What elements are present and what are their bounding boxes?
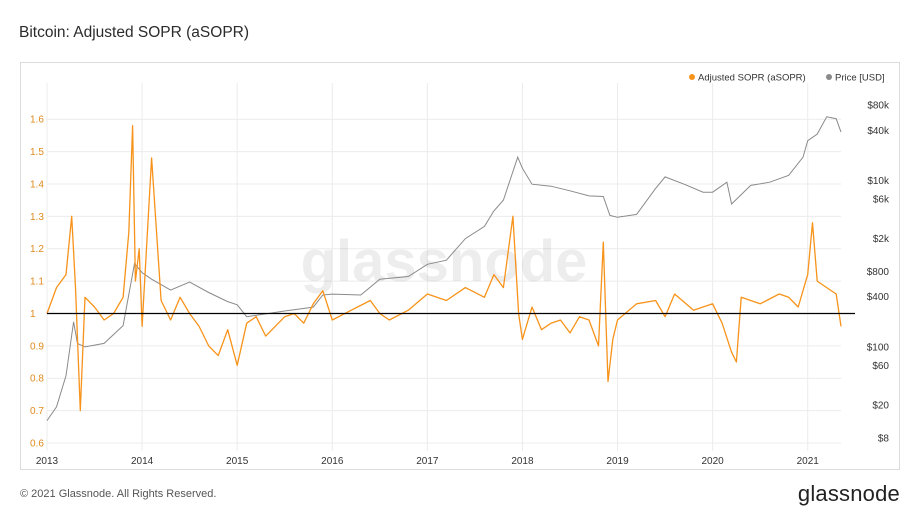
y-tick-label-right: $400 (867, 292, 890, 303)
legend-label-asopr: Adjusted SOPR (aSOPR) (698, 73, 806, 84)
y-tick-label-right: $100 (867, 342, 890, 353)
y-tick-label-right: $20 (872, 401, 889, 412)
legend-dot-price (826, 74, 832, 80)
y-tick-label-right: $60 (872, 361, 889, 372)
x-tick-label: 2016 (321, 456, 344, 467)
asopr-chart[interactable]: glassnode 0.6 0.7 0.8 0.9 1 1.1 1.2 1.3 1.4 1.5 1.6… (21, 63, 899, 469)
y-tick-label-left: 0.8 (30, 374, 44, 385)
y-tick-label-left: 0.9 (30, 341, 44, 352)
legend-dot-asopr (689, 74, 695, 80)
x-tick-label: 2019 (606, 456, 629, 467)
watermark-text: glassnode (301, 229, 588, 294)
y-tick-label-right: $800 (867, 267, 890, 278)
y-tick-label-left: 0.6 (30, 439, 44, 450)
x-tick-label: 2018 (511, 456, 534, 467)
x-tick-label: 2017 (416, 456, 439, 467)
price-line (46, 116, 842, 421)
y-tick-label-left: 1.2 (30, 244, 44, 255)
y-tick-label-right: $2k (873, 234, 890, 245)
y-tick-label-left: 1.4 (30, 179, 44, 190)
y-tick-label-left: 0.7 (30, 406, 44, 417)
page-title: Bitcoin: Adjusted SOPR (aSOPR) (19, 24, 250, 41)
y-tick-label-right: $6k (873, 194, 890, 205)
x-tick-label: 2020 (702, 456, 725, 467)
copyright-text: © 2021 Glassnode. All Rights Reserved. (20, 488, 217, 500)
y-tick-label-left: 1 (30, 309, 36, 320)
y-tick-label-left: 1.6 (30, 115, 44, 126)
y-tick-label-right: $8 (878, 434, 890, 445)
x-tick-label: 2015 (226, 456, 249, 467)
legend-label-price: Price [USD] (835, 73, 885, 84)
y-tick-label-right: $80k (867, 101, 890, 112)
y-tick-label-left: 1.3 (30, 212, 44, 223)
chart-panel: glassnode 0.6 0.7 0.8 0.9 1 1.1 1.2 1.3 1.4 1.5 1.6… (20, 62, 900, 470)
y-tick-label-right: $40k (867, 126, 890, 137)
x-tick-label: 2014 (131, 456, 154, 467)
x-tick-label: 2021 (797, 456, 820, 467)
y-tick-label-right: $10k (867, 176, 890, 187)
y-tick-label-left: 1.5 (30, 147, 44, 158)
x-tick-label: 2013 (36, 456, 59, 467)
glassnode-logo[interactable]: glassnode (797, 481, 900, 506)
y-tick-label-left: 1.1 (30, 277, 44, 288)
